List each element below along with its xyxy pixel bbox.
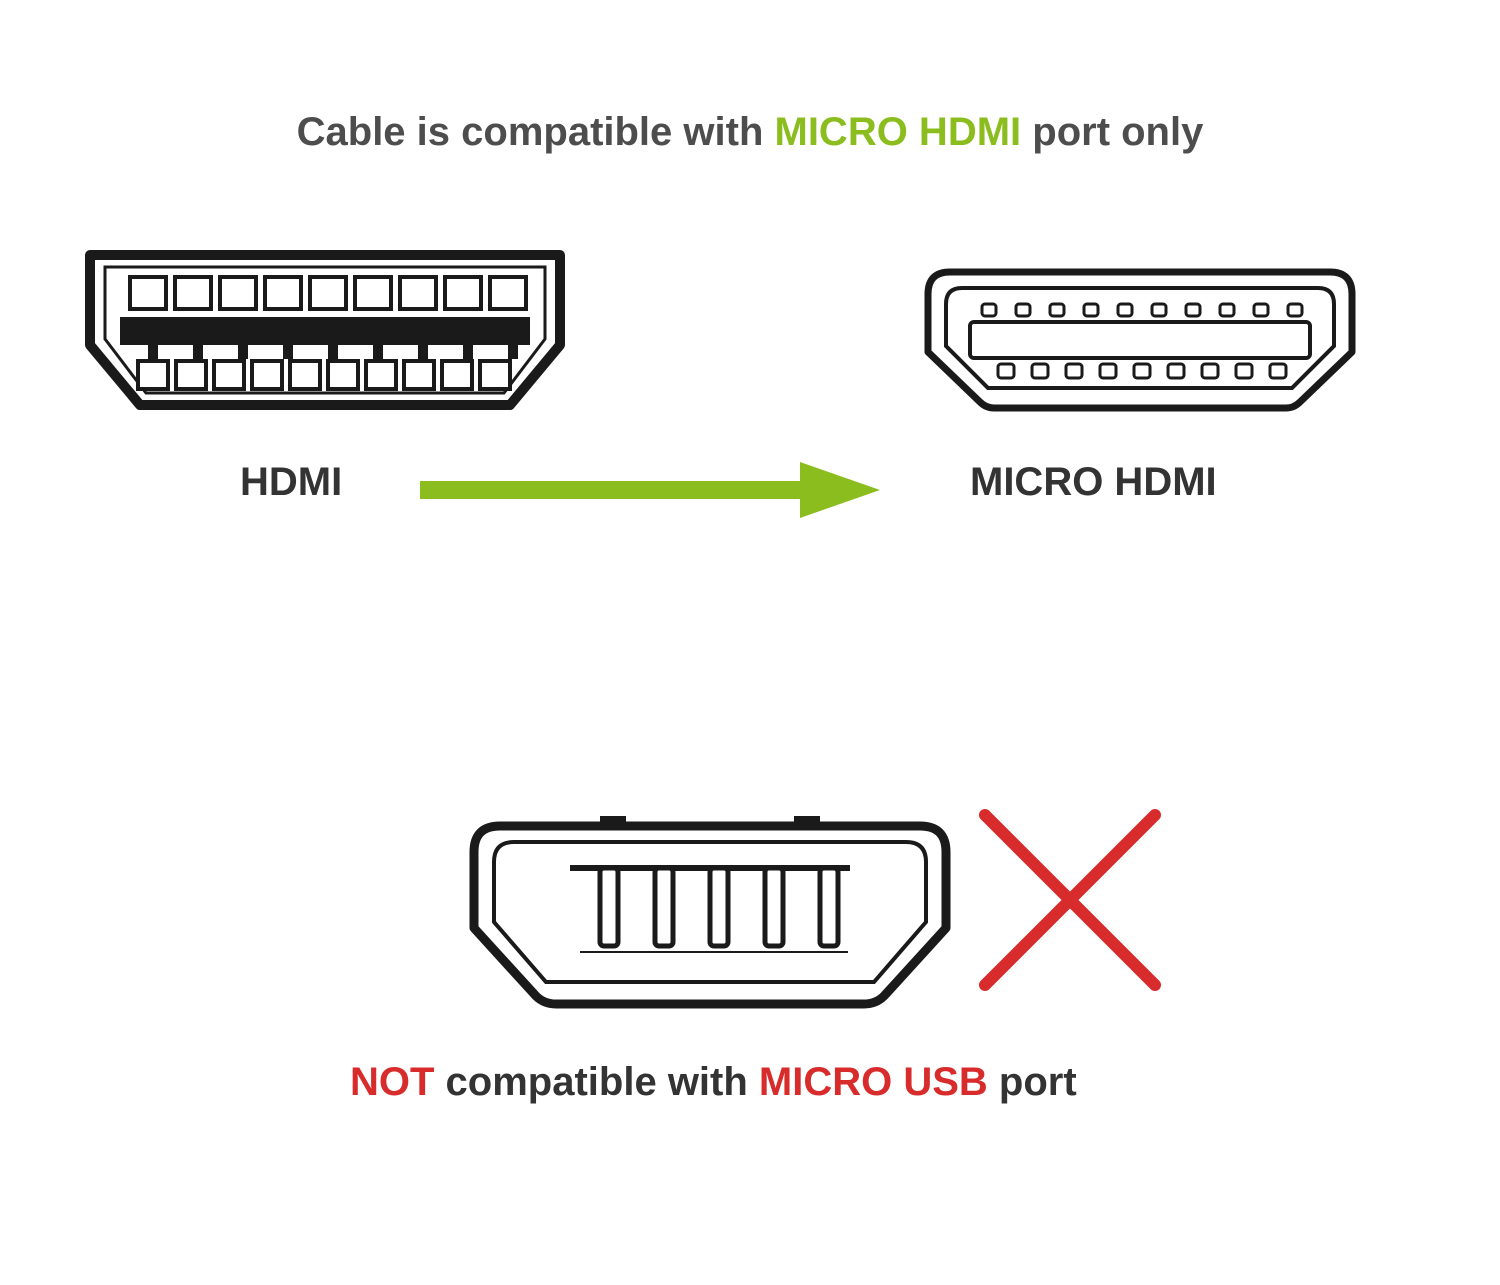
hdmi-icon [80,235,570,435]
caption-not: NOT [350,1060,434,1104]
caption-end: port [988,1060,1077,1104]
caption-mid: compatible with [434,1060,758,1104]
bottom-caption: NOT compatible with MICRO USB port [350,1060,1077,1105]
not-compatible-cross-icon [970,800,1170,1005]
hdmi-connector-diagram [80,235,570,440]
caption-micro-usb: MICRO USB [759,1060,988,1104]
micro-usb-connector-diagram [460,810,960,1025]
title-text: Cable is compatible with MICRO HDMI port… [0,110,1500,155]
micro-hdmi-label: MICRO HDMI [970,460,1217,505]
hdmi-label: HDMI [240,460,342,505]
arrow-icon [420,455,890,530]
micro-hdmi-icon [920,260,1360,420]
title-suffix: port only [1021,110,1203,154]
micro-usb-icon [460,810,960,1020]
title-prefix: Cable is compatible with [297,110,775,154]
title-highlight: MICRO HDMI [775,110,1022,154]
micro-hdmi-connector-diagram [920,260,1360,425]
